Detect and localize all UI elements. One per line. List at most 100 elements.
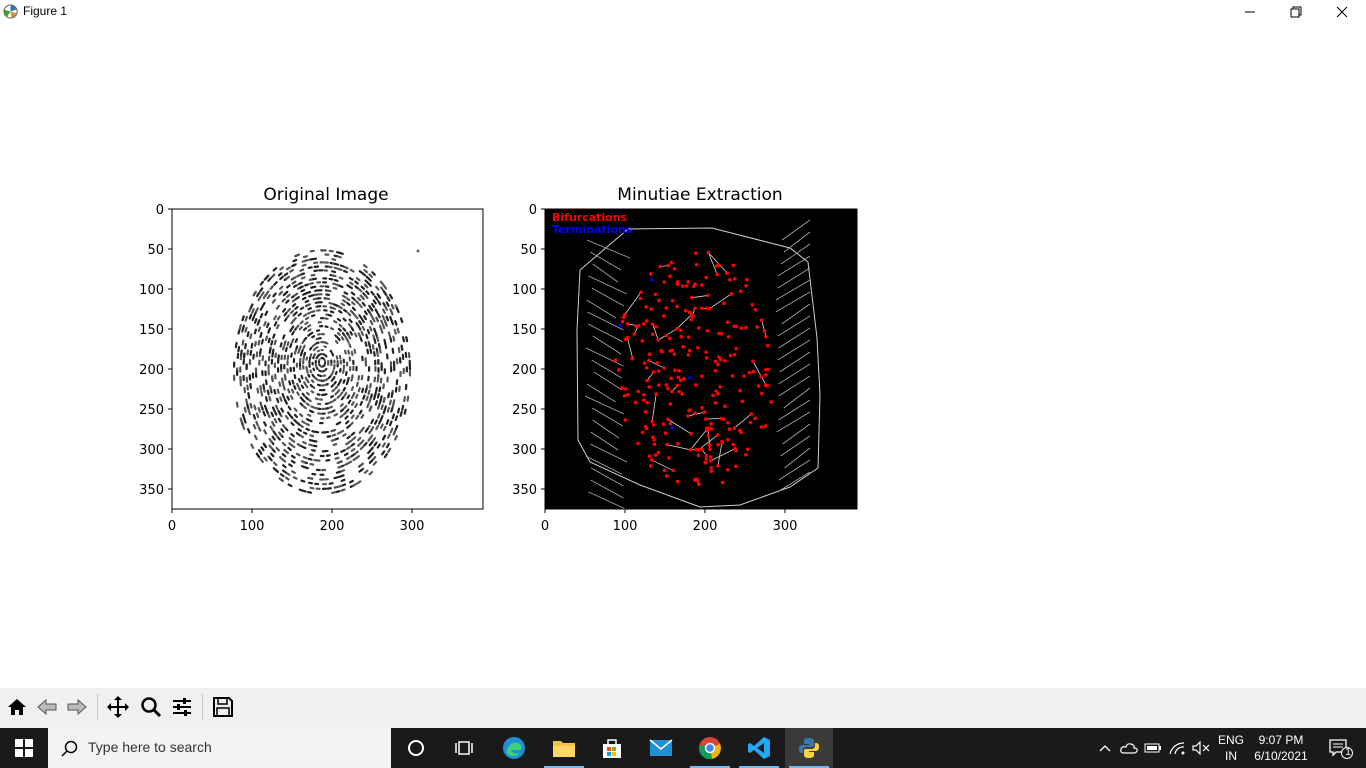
close-button[interactable] (1319, 0, 1365, 24)
fingerprint-ridge (302, 255, 308, 259)
fingerprint-ridge (281, 453, 287, 458)
fingerprint-ridge (312, 355, 315, 360)
file-explorer-app[interactable] (540, 728, 588, 768)
volume-tray[interactable] (1190, 728, 1212, 768)
bifurcation-point (749, 412, 754, 416)
fingerprint-ridge (283, 340, 287, 346)
fingerprint-ridge (282, 345, 286, 351)
zoom-button[interactable] (137, 693, 164, 721)
fingerprint-ridge (359, 462, 365, 467)
fingerprint-ridge (369, 348, 373, 354)
save-button[interactable] (209, 693, 236, 721)
bifurcation-point (717, 355, 721, 359)
fingerprint-ridge (287, 388, 291, 394)
fingerprint-ridge (257, 407, 261, 413)
bifurcation-point (708, 455, 713, 459)
bifurcation-point (677, 369, 681, 373)
fingerprint-ridge (387, 392, 391, 399)
onedrive-tray[interactable] (1118, 728, 1140, 768)
fingerprint-ridge (382, 284, 388, 290)
back-button[interactable] (33, 693, 60, 721)
fingerprint-ridge (326, 416, 331, 420)
notification-center-button[interactable]: 1 (1318, 728, 1362, 768)
pan-button[interactable] (104, 693, 131, 721)
bifurcation-point (728, 277, 732, 282)
fingerprint-ridge (343, 404, 348, 410)
bifurcation-point (632, 332, 637, 336)
cortana-button[interactable] (392, 728, 440, 768)
bifurcation-point (646, 358, 651, 363)
bifurcation-point (738, 388, 742, 393)
restore-button[interactable] (1273, 0, 1319, 24)
edge-app[interactable] (490, 728, 538, 768)
bifurcation-point (681, 345, 685, 349)
figure-canvas[interactable]: Original Image 0 100 200 300 0 50 100 150 200 250… (0, 24, 1366, 688)
fingerprint-ridge (359, 445, 365, 451)
fingerprint-ridge (277, 431, 283, 437)
battery-tray[interactable] (1142, 728, 1164, 768)
fingerprint-ridge (259, 305, 264, 311)
bifurcation-point (662, 468, 667, 473)
bifurcation-point (645, 378, 649, 383)
fingerprint-ridge (340, 469, 346, 473)
fingerprint-ridge (340, 396, 345, 401)
fingerprint-ridge (375, 285, 380, 291)
wifi-tray[interactable] (1166, 728, 1188, 768)
fingerprint-ridge (370, 418, 375, 425)
fingerprint-ridge (291, 470, 296, 474)
network-edge (652, 324, 659, 341)
bifurcation-point (721, 301, 726, 306)
fingerprint-ridge (346, 446, 351, 450)
task-view-button[interactable] (440, 728, 488, 768)
fingerprint-ridge (377, 300, 382, 306)
fingerprint-ridge (350, 376, 354, 382)
fingerprint-ridge (359, 400, 364, 407)
figure-window: Figure 1 Original Image 0 100 200 300 0 50 100… (0, 0, 1366, 728)
fingerprint-ridge (257, 426, 262, 432)
configure-subplots-button[interactable] (168, 693, 195, 721)
fingerprint-ridge (272, 430, 277, 436)
fingerprint-ridge (291, 276, 297, 280)
fingerprint-ridge (351, 436, 357, 441)
termination-point (618, 324, 622, 328)
bifurcation-point (725, 467, 730, 472)
fingerprint-ridge (272, 467, 278, 472)
language-indicator[interactable]: ENG IN (1214, 728, 1248, 768)
minimize-button[interactable] (1227, 0, 1273, 24)
bifurcation-point (657, 298, 661, 303)
bifurcation-point (620, 319, 625, 324)
vscode-app[interactable] (735, 728, 783, 768)
clock[interactable]: 9:07 PM 6/10/2021 (1250, 728, 1312, 768)
bifurcation-point (727, 427, 732, 431)
fingerprint-ridge (289, 414, 294, 420)
hatch-line (592, 335, 622, 355)
fingerprint-ridge (283, 311, 288, 317)
mail-app[interactable] (637, 728, 685, 768)
windows-logo-icon (15, 739, 33, 757)
fingerprint-ridge (260, 291, 265, 297)
bifurcation-point (668, 421, 673, 426)
forward-button[interactable] (63, 693, 90, 721)
fingerprint-ridge (269, 285, 274, 290)
fingerprint-ridge (347, 312, 352, 317)
fingerprint-ridge (337, 381, 341, 387)
store-app[interactable] (588, 728, 636, 768)
fingerprint-ridge (358, 468, 364, 473)
home-button[interactable] (3, 693, 30, 721)
show-hidden-icons-button[interactable] (1094, 728, 1116, 768)
fingerprint-ridge (297, 386, 302, 392)
fingerprint-ridge (253, 434, 258, 441)
fingerprint-ridge (256, 319, 261, 325)
fingerprint-ridge (293, 407, 298, 412)
taskbar-search-box[interactable]: Type here to search (48, 728, 391, 768)
bifurcation-point (747, 370, 752, 375)
fingerprint-ridge (257, 326, 262, 333)
python-app[interactable] (785, 728, 833, 768)
fingerprint-ridge (282, 385, 286, 391)
fingerprint-ridge (250, 443, 255, 449)
start-button[interactable] (0, 728, 48, 768)
bifurcation-point (713, 368, 718, 373)
bifurcation-point (703, 460, 708, 465)
chrome-app[interactable] (686, 728, 734, 768)
hatch-line (775, 291, 811, 313)
